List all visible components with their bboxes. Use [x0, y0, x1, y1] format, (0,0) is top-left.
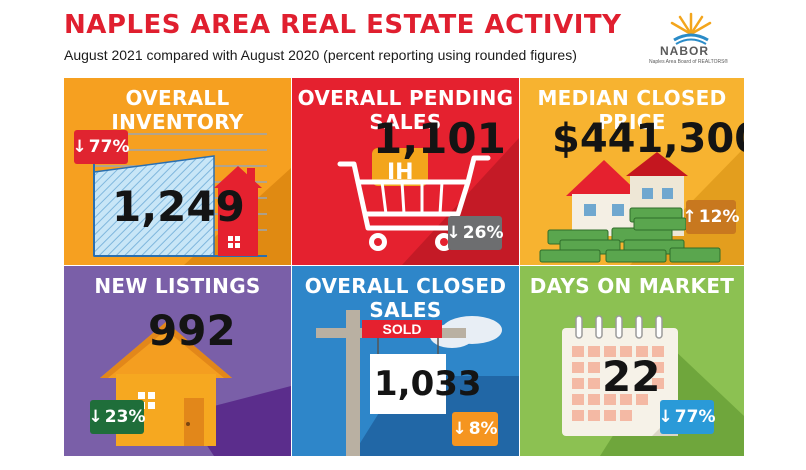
page-subtitle: August 2021 compared with August 2020 (p… [64, 47, 577, 63]
panel-new-listings: NEW LISTINGS 992 ↓ 23% [64, 266, 291, 456]
inventory-change-badge: ↓ 77% [72, 130, 130, 164]
days-change: 77% [674, 407, 716, 427]
days-change-badge: ↓ 77% [658, 400, 716, 434]
median-value: $441,300 [552, 116, 744, 162]
arrow-down-icon: ↓ [88, 407, 103, 427]
sold-label: SOLD [382, 321, 422, 337]
house-chart-icon [93, 133, 291, 265]
new-listings-value: 992 [148, 306, 236, 355]
days-value: 22 [602, 352, 661, 401]
panel-overall-closed-sales: OVERALL CLOSED SALES SOLD 1,033 ↓ 8% [292, 266, 519, 456]
panel-overall-pending-sales: IH OVERALL PENDING SALES 1,101 ↓ 26% [292, 78, 519, 265]
pending-value: 1,101 [373, 114, 506, 163]
inventory-title: OVERALL INVENTORY [111, 86, 244, 134]
days-title: DAYS ON MARKET [529, 274, 735, 298]
arrow-down-icon: ↓ [72, 137, 87, 157]
pending-title: OVERALL PENDING SALES [297, 86, 514, 134]
closed-title: OVERALL CLOSED SALES [304, 274, 507, 322]
logo-name: NABOR [660, 44, 709, 58]
median-change: 12% [698, 207, 740, 227]
arrow-down-icon: ↓ [452, 419, 467, 439]
new-listings-change-badge: ↓ 23% [88, 400, 146, 434]
inventory-change: 77% [88, 137, 130, 157]
page-title: NAPLES AREA REAL ESTATE ACTIVITY [64, 10, 622, 40]
closed-value: 1,033 [374, 364, 482, 404]
pending-change: 26% [462, 223, 504, 243]
new-listings-title: NEW LISTINGS [94, 274, 261, 298]
panel-overall-inventory: OVERALL INVENTORY 1,249 ↓ 77% [64, 78, 291, 265]
inventory-value: 1,249 [112, 182, 245, 231]
arrow-down-icon: ↓ [658, 407, 673, 427]
logo-tagline: Naples Area Board of REALTORS® [649, 59, 729, 65]
arrow-down-icon: ↓ [446, 223, 461, 243]
panel-median-closed-price: MEDIAN CLOSED PRICE $441,300 ↑ 12% [520, 78, 744, 265]
pending-change-badge: ↓ 26% [446, 216, 504, 250]
nabor-logo-icon [670, 12, 712, 45]
arrow-up-icon: ↑ [682, 207, 697, 227]
median-change-badge: ↑ 12% [682, 200, 739, 234]
new-listings-change: 23% [104, 407, 146, 427]
median-title: MEDIAN CLOSED PRICE [537, 86, 727, 134]
closed-change: 8% [468, 419, 498, 439]
house-icon [100, 322, 291, 456]
closed-change-badge: ↓ 8% [452, 412, 498, 446]
panel-days-on-market: DAYS ON MARKET 22 ↓ 77% [520, 266, 744, 456]
